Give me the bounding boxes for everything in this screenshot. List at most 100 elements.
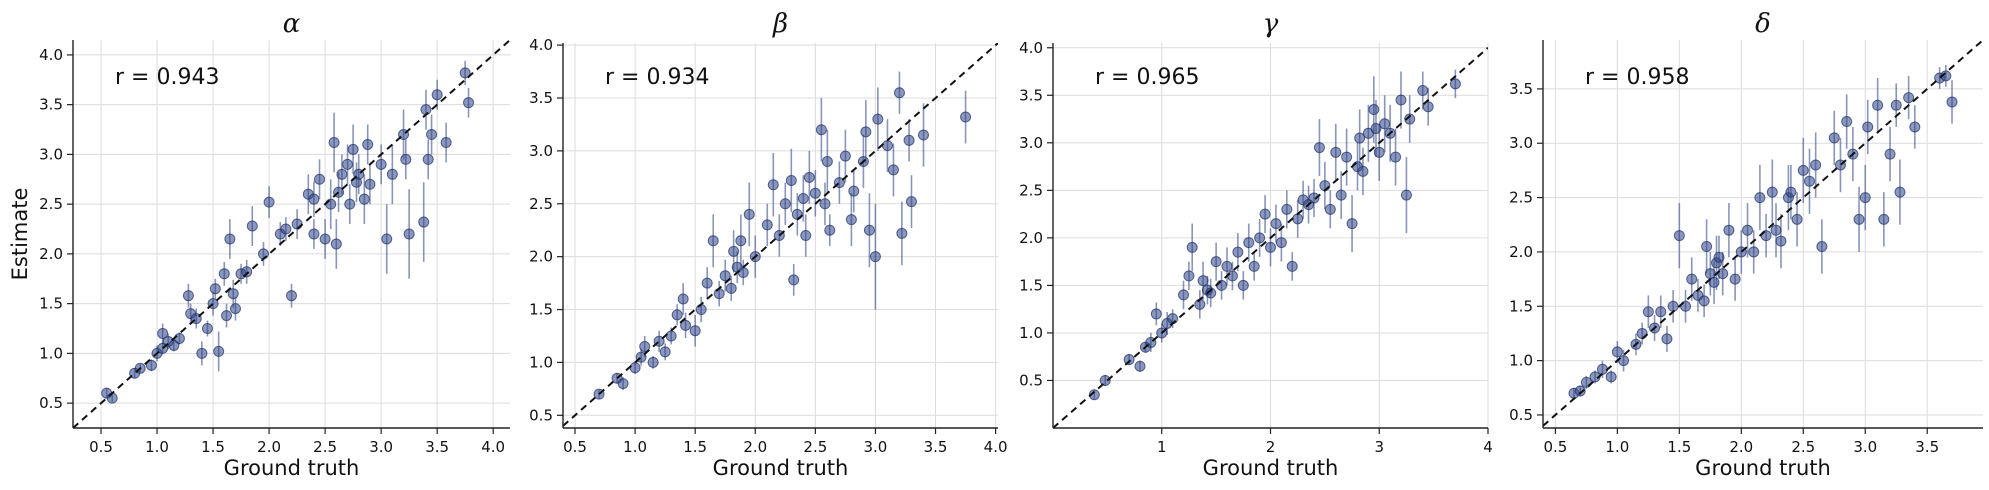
data-point xyxy=(218,268,230,280)
data-point xyxy=(1859,192,1871,204)
data-point xyxy=(815,124,827,136)
data-point xyxy=(893,87,905,99)
panel-3: 1 2 3 4 0.5 1.0 1.5 2.0 2.5 3.0 3.5 4.0 γ r = 0.965 Gr… xyxy=(1019,9,1493,480)
data-point xyxy=(1742,224,1754,236)
panel-title: α xyxy=(283,9,301,39)
panel-4: 0.5 1.0 1.5 2.0 2.5 3.0 3.5 0.5 1.0 1.5 2.0 2.5 3.0 3… xyxy=(1509,9,1983,480)
data-point xyxy=(145,359,157,371)
y-tick-label: 2.0 xyxy=(39,245,63,263)
data-point xyxy=(671,309,683,321)
data-point xyxy=(761,219,773,231)
data-point xyxy=(196,347,208,359)
data-point xyxy=(1205,287,1217,299)
x-tick-label: 1 xyxy=(1157,438,1167,456)
data-point xyxy=(280,223,292,235)
data-point xyxy=(1254,232,1266,244)
plot-area xyxy=(1053,47,1488,428)
y-tick-label: 1.5 xyxy=(529,301,553,319)
data-point xyxy=(803,171,815,183)
data-point xyxy=(677,293,689,305)
y-tick-label: 3.5 xyxy=(1019,86,1043,104)
data-point xyxy=(342,158,354,170)
data-point xyxy=(431,89,443,101)
data-point xyxy=(201,323,213,335)
data-point xyxy=(1370,123,1382,135)
y-tick-label: 2.0 xyxy=(1019,229,1043,247)
data-point xyxy=(241,266,253,278)
data-point xyxy=(344,198,356,210)
data-point xyxy=(896,227,908,239)
data-point xyxy=(308,228,320,240)
data-point xyxy=(1766,186,1778,198)
data-point xyxy=(319,233,331,245)
data-point xyxy=(872,113,884,125)
data-point xyxy=(1357,165,1369,177)
data-point xyxy=(1232,246,1244,258)
data-point xyxy=(1197,275,1209,287)
x-tick-label: 2.5 xyxy=(803,438,827,456)
data-point xyxy=(707,235,719,247)
y-tick-label: 4.0 xyxy=(1019,39,1043,57)
data-point xyxy=(364,178,376,190)
data-point xyxy=(459,67,471,79)
x-tick-label: 2.5 xyxy=(313,438,337,456)
data-point xyxy=(743,208,755,220)
plot-area xyxy=(1543,40,1983,427)
data-point xyxy=(1810,159,1822,171)
y-tick-label: 2.5 xyxy=(39,195,63,213)
data-point xyxy=(1335,189,1347,201)
correlation-label: r = 0.965 xyxy=(1095,65,1199,90)
data-point xyxy=(1605,371,1617,383)
data-point xyxy=(1618,355,1630,367)
y-tick-label: 3.0 xyxy=(529,142,553,160)
data-point xyxy=(1313,142,1325,154)
y-tick-label: 1.5 xyxy=(1019,276,1043,294)
data-point xyxy=(1770,224,1782,236)
data-point xyxy=(860,126,872,138)
data-point xyxy=(719,270,731,282)
data-point xyxy=(1216,279,1228,291)
data-point xyxy=(824,224,836,236)
data-point xyxy=(213,345,225,357)
data-point xyxy=(1243,237,1255,249)
data-point xyxy=(157,327,169,339)
data-point xyxy=(291,218,303,230)
y-tick-label: 2.0 xyxy=(1509,243,1533,261)
y-tick-label: 3.5 xyxy=(1509,80,1533,98)
data-point xyxy=(224,233,236,245)
data-point xyxy=(1729,273,1741,285)
x-tick-label: 3.0 xyxy=(864,438,888,456)
correlation-label: r = 0.943 xyxy=(115,65,219,90)
data-point xyxy=(1186,241,1198,253)
data-point xyxy=(1395,94,1407,106)
y-tick-label: 3.0 xyxy=(1509,134,1533,152)
data-point xyxy=(362,138,374,150)
data-point xyxy=(1422,101,1434,113)
data-point xyxy=(689,325,701,337)
data-point xyxy=(314,173,326,185)
data-point xyxy=(1183,270,1195,282)
panel-title: γ xyxy=(1263,9,1279,39)
panel-2: 0.5 1.0 1.5 2.0 2.5 3.0 3.5 4.0 0.5 1.0 1.5 2.0 2.5 3… xyxy=(529,9,1007,480)
y-tick-label: 1.5 xyxy=(1509,297,1533,315)
y-tick-label: 2.0 xyxy=(529,248,553,266)
data-point xyxy=(1178,289,1189,301)
data-point xyxy=(106,392,118,404)
data-point xyxy=(887,164,899,176)
data-point xyxy=(336,168,348,180)
y-tick-label: 4.0 xyxy=(39,46,63,64)
data-point xyxy=(839,150,851,162)
y-tick-label: 0.5 xyxy=(1019,371,1043,389)
data-point xyxy=(1417,85,1429,97)
data-point xyxy=(1878,213,1890,225)
data-point xyxy=(330,238,342,250)
data-point xyxy=(1667,300,1679,312)
x-tick-label: 4.0 xyxy=(984,438,1008,456)
data-point xyxy=(788,274,800,286)
x-axis-label: Ground truth xyxy=(1695,456,1831,480)
data-point xyxy=(821,155,833,167)
data-point xyxy=(903,134,915,146)
panel-1: 0.5 1.0 1.5 2.0 2.5 3.0 3.5 4.0 0.5 1.0 1.5 2.0 2.5 3… xyxy=(8,9,510,480)
data-point xyxy=(1748,246,1760,258)
